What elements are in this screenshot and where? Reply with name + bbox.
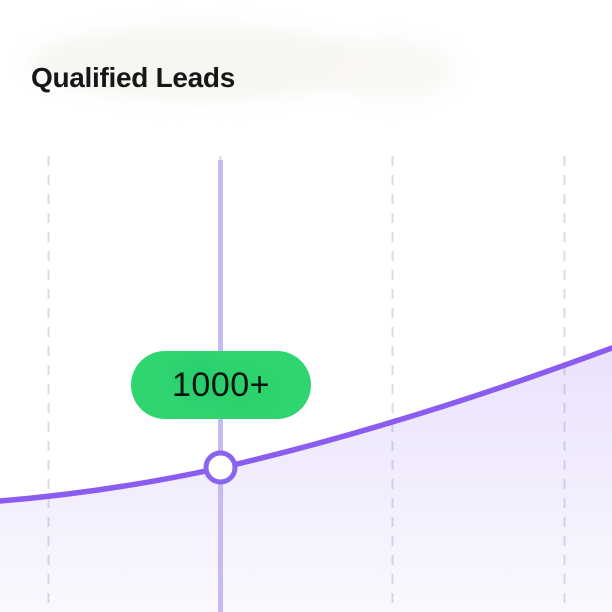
data-point-marker[interactable] xyxy=(203,450,238,485)
page-title: Qualified Leads xyxy=(31,62,235,93)
area-fill xyxy=(0,348,612,612)
trend-line xyxy=(0,345,612,504)
background-highlight xyxy=(28,26,373,100)
value-badge-label: 1000+ xyxy=(172,365,270,404)
value-badge: 1000+ xyxy=(131,351,311,419)
background-highlight xyxy=(330,40,455,100)
